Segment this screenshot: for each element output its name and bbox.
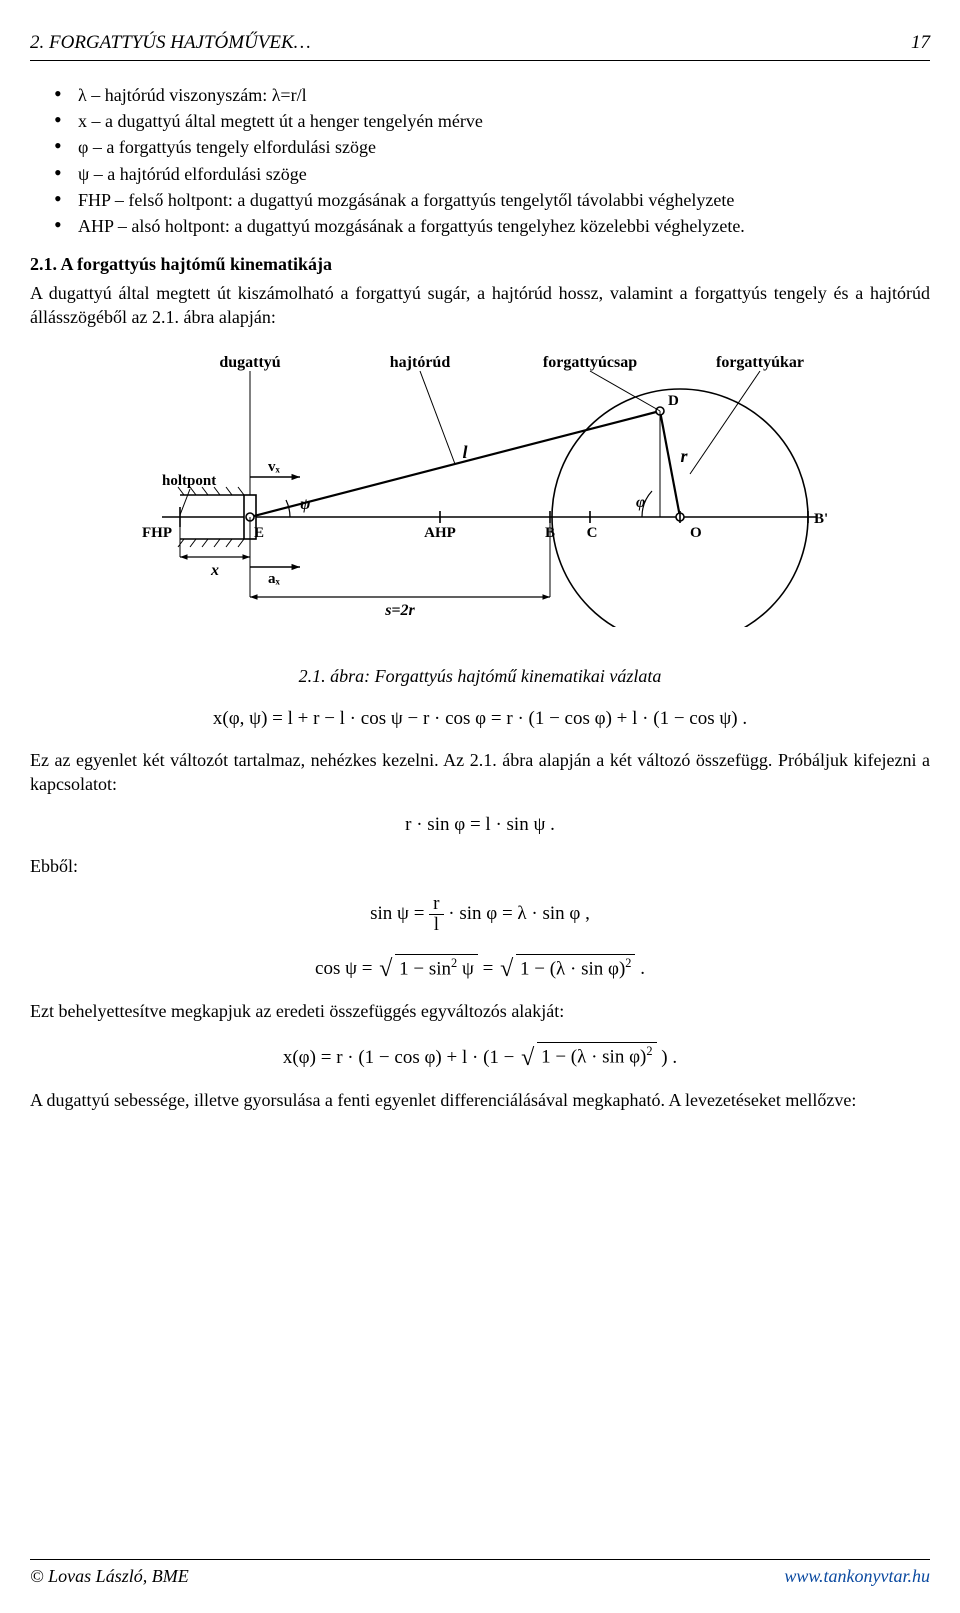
- paragraph-4: A dugattyú sebessége, illetve gyorsulása…: [30, 1088, 930, 1112]
- svg-text:B': B': [814, 511, 828, 527]
- eq4-sqrt2: 1 − (λ · sin φ): [520, 958, 625, 979]
- svg-text:ψ: ψ: [300, 496, 311, 513]
- svg-text:r: r: [680, 446, 688, 466]
- paragraph-2: Ez az egyenlet két változót tartalmaz, n…: [30, 748, 930, 797]
- footer-divider: [30, 1559, 930, 1560]
- section-heading-text: 2.1. A forgattyús hajtómű kinematikája: [30, 254, 332, 274]
- page-footer: © Lovas László, BME www.tankonyvtar.hu: [30, 1559, 930, 1588]
- svg-text:hajtórúd: hajtórúd: [390, 354, 451, 371]
- definition-list: λ – hajtórúd viszonyszám: λ=r/l x – a du…: [30, 83, 930, 239]
- svg-text:forgattyúkar: forgattyúkar: [716, 354, 804, 371]
- svg-text:aₓ: aₓ: [268, 571, 281, 587]
- svg-text:FHP: FHP: [142, 525, 172, 541]
- sqrt-icon: 1 − (λ · sin φ)2: [521, 1040, 656, 1072]
- eq3-lhs: sin ψ =: [370, 903, 429, 924]
- sqrt-icon: 1 − sin2 ψ: [379, 951, 478, 983]
- figure-caption: 2.1. ábra: Forgattyús hajtómű kinematika…: [30, 664, 930, 688]
- equation-1: x(φ, ψ) = l + r − l · cos ψ − r · cos φ …: [30, 706, 930, 732]
- kinematic-diagram: vₓ aₓ x s=2r l r FHP E AHP B C O B' Dψ φ dugattyú hajtór…: [120, 347, 840, 627]
- fraction: r l: [429, 894, 443, 935]
- section-heading: 2.1. A forgattyús hajtómű kinematikája: [30, 252, 930, 276]
- list-item: λ – hajtórúd viszonyszám: λ=r/l: [78, 83, 930, 107]
- svg-text:C: C: [587, 525, 598, 541]
- section-intro: A dugattyú által megtett út kiszámolható…: [30, 281, 930, 330]
- eq4-sqrt1: 1 − sin: [399, 958, 451, 979]
- svg-text:B: B: [545, 525, 555, 541]
- svg-text:dugattyú: dugattyú: [219, 354, 280, 371]
- svg-text:s=2r: s=2r: [384, 602, 415, 619]
- svg-text:O: O: [690, 525, 702, 541]
- eq4-end: .: [640, 958, 645, 979]
- eq4-lhs: cos ψ =: [315, 958, 377, 979]
- svg-text:φ: φ: [636, 494, 645, 511]
- sqrt-icon: 1 − (λ · sin φ)2: [500, 951, 635, 983]
- footer-copyright: © Lovas László, BME: [30, 1566, 189, 1586]
- list-item: AHP – alsó holtpont: a dugattyú mozgásán…: [78, 214, 930, 238]
- list-item: ψ – a hajtórúd elfordulási szöge: [78, 162, 930, 186]
- figure-2-1: vₓ aₓ x s=2r l r FHP E AHP B C O B' Dψ φ dugattyú hajtór…: [30, 347, 930, 633]
- list-item: FHP – felső holtpont: a dugattyú mozgásá…: [78, 188, 930, 212]
- eq5-rhs: ) .: [661, 1047, 677, 1068]
- equation-4: cos ψ = 1 − sin2 ψ = 1 − (λ · sin φ)2 .: [30, 951, 930, 983]
- svg-text:E: E: [254, 525, 264, 541]
- page-number: 17: [911, 30, 930, 56]
- eq5-sqrt: 1 − (λ · sin φ): [541, 1047, 646, 1068]
- page-header-title: 2. FORGATTYÚS HAJTÓMŰVEK…: [30, 32, 311, 53]
- list-item: φ – a forgattyús tengely elfordulási szö…: [78, 135, 930, 159]
- svg-text:x: x: [210, 562, 219, 579]
- svg-text:AHP: AHP: [424, 525, 456, 541]
- svg-text:vₓ: vₓ: [268, 459, 281, 475]
- svg-text:D: D: [668, 393, 679, 409]
- fraction-num: r: [429, 894, 443, 915]
- paragraph-3: Ezt behelyettesítve megkapjuk az eredeti…: [30, 999, 930, 1023]
- eq4-mid: =: [483, 958, 498, 979]
- svg-text:l: l: [462, 442, 467, 462]
- eq4-sqrt1-post: ψ: [457, 958, 474, 979]
- eq3-rhs: · sin φ = λ · sin φ ,: [448, 903, 590, 924]
- list-item: x – a dugattyú által megtett út a henger…: [78, 109, 930, 133]
- fraction-den: l: [429, 915, 443, 935]
- footer-url: www.tankonyvtar.hu: [784, 1564, 930, 1588]
- eq5-lhs: x(φ) = r · (1 − cos φ) + l · (1 −: [283, 1047, 519, 1068]
- svg-text:forgattyúcsap: forgattyúcsap: [543, 354, 637, 371]
- equation-5: x(φ) = r · (1 − cos φ) + l · (1 − 1 − (λ…: [30, 1040, 930, 1072]
- equation-2: r · sin φ = l · sin ψ .: [30, 812, 930, 838]
- equation-3: sin ψ = r l · sin φ = λ · sin φ ,: [30, 894, 930, 935]
- ebbol-label: Ebből:: [30, 854, 930, 878]
- svg-text:holtpont: holtpont: [162, 473, 216, 489]
- header-divider: [30, 60, 930, 61]
